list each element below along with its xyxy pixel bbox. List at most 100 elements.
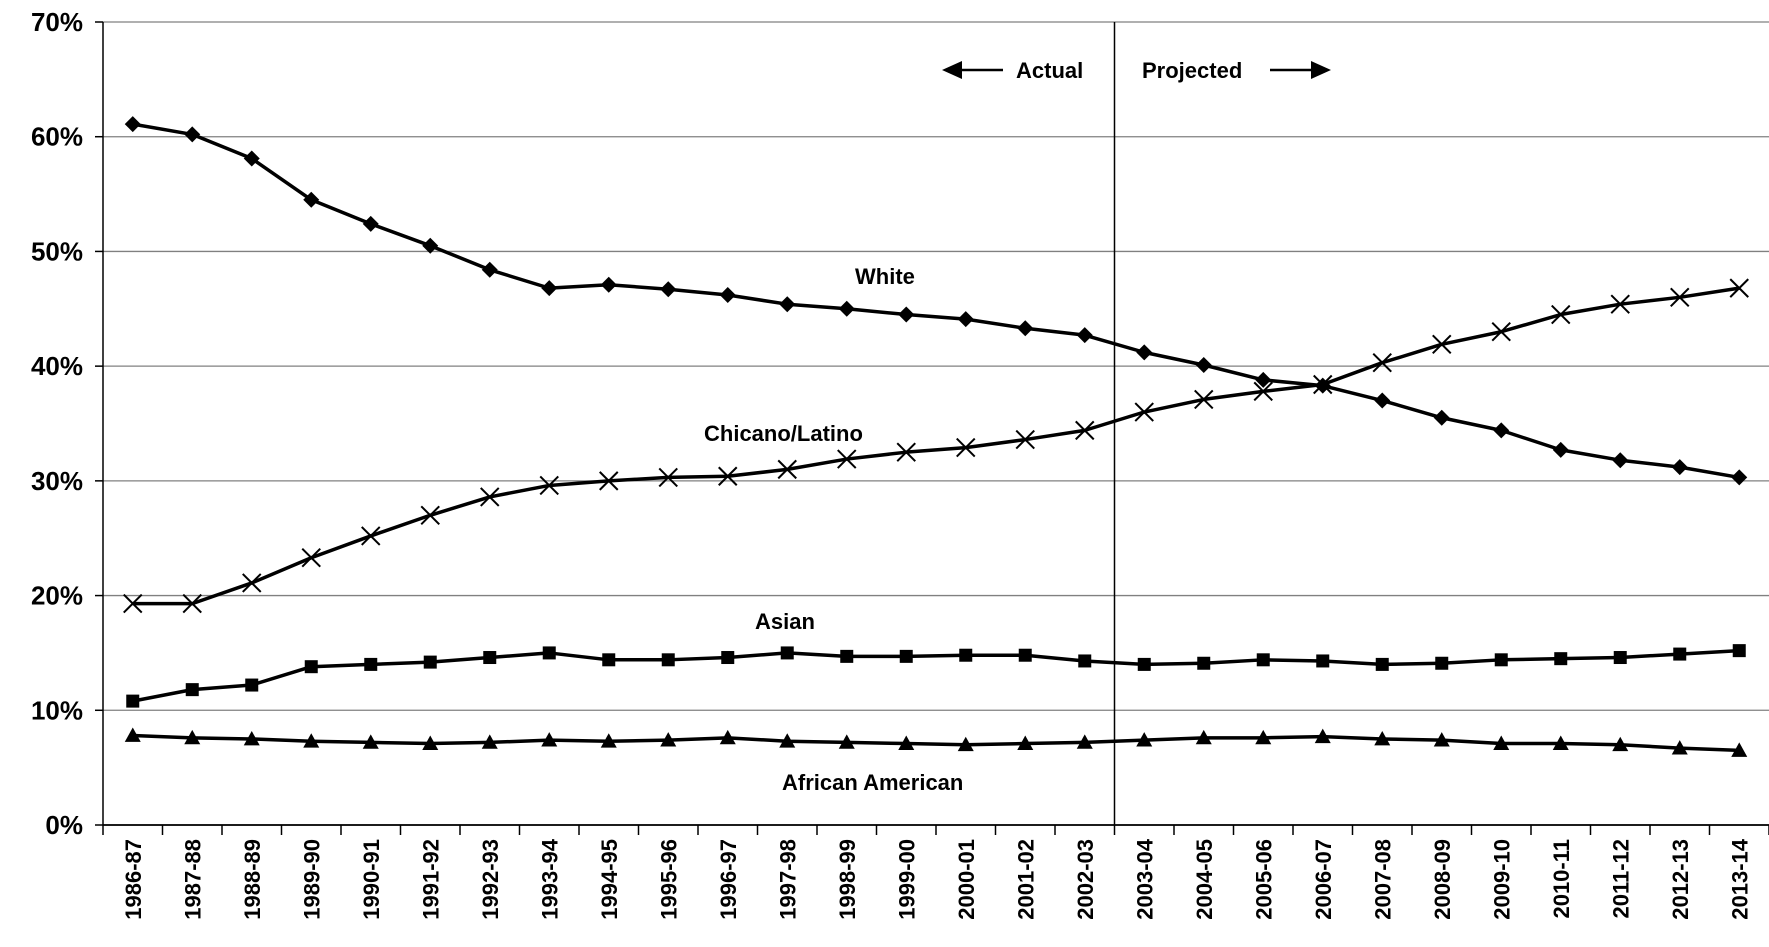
series-labels: White Chicano/Latino Asian African Ameri… bbox=[704, 264, 963, 795]
right-arrow-icon bbox=[1270, 61, 1331, 79]
y-tick-label: 20% bbox=[31, 581, 83, 611]
data-point bbox=[480, 487, 500, 507]
series-line bbox=[132, 648, 1740, 703]
data-point bbox=[1253, 381, 1273, 402]
data-point bbox=[1256, 653, 1270, 667]
data-point bbox=[184, 126, 201, 143]
y-tick-label: 60% bbox=[31, 122, 83, 152]
data-point bbox=[542, 646, 556, 660]
data-point bbox=[422, 237, 439, 254]
series-label-african-american: African American bbox=[782, 770, 963, 795]
data-point bbox=[539, 475, 559, 496]
data-point bbox=[184, 729, 201, 745]
series-label-asian: Asian bbox=[755, 609, 815, 634]
data-point bbox=[1195, 356, 1212, 373]
data-point bbox=[301, 548, 321, 568]
series-line bbox=[132, 286, 1740, 606]
left-arrow-icon bbox=[942, 61, 1003, 79]
series-asian bbox=[126, 644, 1746, 708]
x-tick-label: 2012-13 bbox=[1668, 839, 1693, 920]
data-point bbox=[1255, 371, 1272, 388]
data-point bbox=[1670, 287, 1690, 308]
data-point bbox=[1375, 657, 1389, 671]
data-point bbox=[422, 735, 439, 750]
data-point bbox=[660, 732, 677, 747]
data-point bbox=[1374, 392, 1391, 409]
series-line bbox=[132, 122, 1740, 480]
data-point bbox=[303, 191, 320, 208]
data-point bbox=[1494, 653, 1508, 667]
data-point bbox=[1493, 735, 1510, 750]
y-tick-label: 50% bbox=[31, 236, 83, 266]
actual-label: Actual bbox=[1016, 58, 1083, 83]
region-labels: Actual Projected bbox=[942, 58, 1331, 83]
data-point bbox=[541, 280, 558, 297]
data-point bbox=[483, 651, 497, 665]
data-point bbox=[899, 649, 913, 663]
data-point bbox=[1195, 729, 1212, 745]
x-tick-label: 1986-87 bbox=[121, 839, 146, 920]
data-point bbox=[1134, 402, 1154, 422]
data-point bbox=[1552, 441, 1569, 458]
x-tick-label: 2002-03 bbox=[1073, 839, 1098, 920]
x-tick-label: 1998-99 bbox=[835, 839, 860, 920]
data-point bbox=[600, 276, 617, 293]
data-point bbox=[1017, 735, 1034, 750]
x-tick-label: 1990-91 bbox=[359, 839, 384, 920]
data-point bbox=[898, 306, 915, 323]
data-point bbox=[1078, 654, 1092, 668]
data-point bbox=[898, 735, 915, 750]
data-point bbox=[957, 736, 974, 752]
x-tick-label: 1987-88 bbox=[180, 839, 205, 920]
projected-label: Projected bbox=[1142, 58, 1242, 83]
data-point bbox=[185, 683, 199, 697]
y-tick-label: 0% bbox=[45, 810, 83, 840]
data-point bbox=[1372, 352, 1392, 373]
data-point bbox=[245, 678, 259, 692]
data-point bbox=[779, 733, 796, 748]
data-point bbox=[1316, 654, 1330, 668]
series-white bbox=[124, 116, 1748, 486]
data-point bbox=[182, 593, 202, 614]
data-point bbox=[304, 660, 318, 674]
data-point bbox=[1551, 304, 1571, 325]
data-point bbox=[481, 261, 498, 278]
data-point bbox=[959, 648, 973, 662]
x-tick-label: 2010-11 bbox=[1549, 839, 1574, 919]
data-point bbox=[362, 734, 379, 749]
data-point bbox=[303, 733, 320, 748]
data-point bbox=[361, 526, 381, 546]
data-point bbox=[840, 649, 854, 663]
data-point bbox=[362, 215, 379, 232]
x-axis: 1986-87 1987-88 1988-89 1989-90 1990-91 1991-… bbox=[102, 824, 1769, 920]
gridlines bbox=[103, 21, 1769, 826]
y-tick-label: 40% bbox=[31, 351, 83, 381]
data-point bbox=[777, 459, 797, 480]
data-point bbox=[124, 727, 141, 742]
x-tick-label: 1989-90 bbox=[299, 839, 324, 920]
x-tick-label: 2008-09 bbox=[1430, 839, 1455, 920]
data-point bbox=[721, 651, 735, 665]
x-tick-label: 2013-14 bbox=[1727, 838, 1752, 920]
data-point bbox=[1433, 409, 1450, 426]
data-point bbox=[1314, 728, 1331, 744]
data-point bbox=[1076, 327, 1093, 344]
data-point bbox=[243, 150, 260, 167]
x-tick-label: 1994-95 bbox=[597, 839, 622, 920]
data-point bbox=[1613, 651, 1627, 665]
data-point bbox=[1017, 320, 1034, 337]
x-tick-label: 2000-01 bbox=[954, 839, 979, 920]
data-point bbox=[719, 287, 736, 304]
data-point bbox=[1732, 644, 1746, 658]
data-point bbox=[1076, 734, 1093, 749]
data-point bbox=[1433, 732, 1450, 747]
x-tick-label: 2004-05 bbox=[1192, 839, 1217, 920]
data-point bbox=[838, 300, 855, 317]
data-point bbox=[658, 467, 678, 488]
data-point bbox=[126, 694, 140, 708]
data-point bbox=[1313, 374, 1333, 395]
x-tick-label: 2009-10 bbox=[1489, 839, 1514, 920]
data-point bbox=[838, 734, 855, 749]
data-point bbox=[1137, 657, 1151, 671]
